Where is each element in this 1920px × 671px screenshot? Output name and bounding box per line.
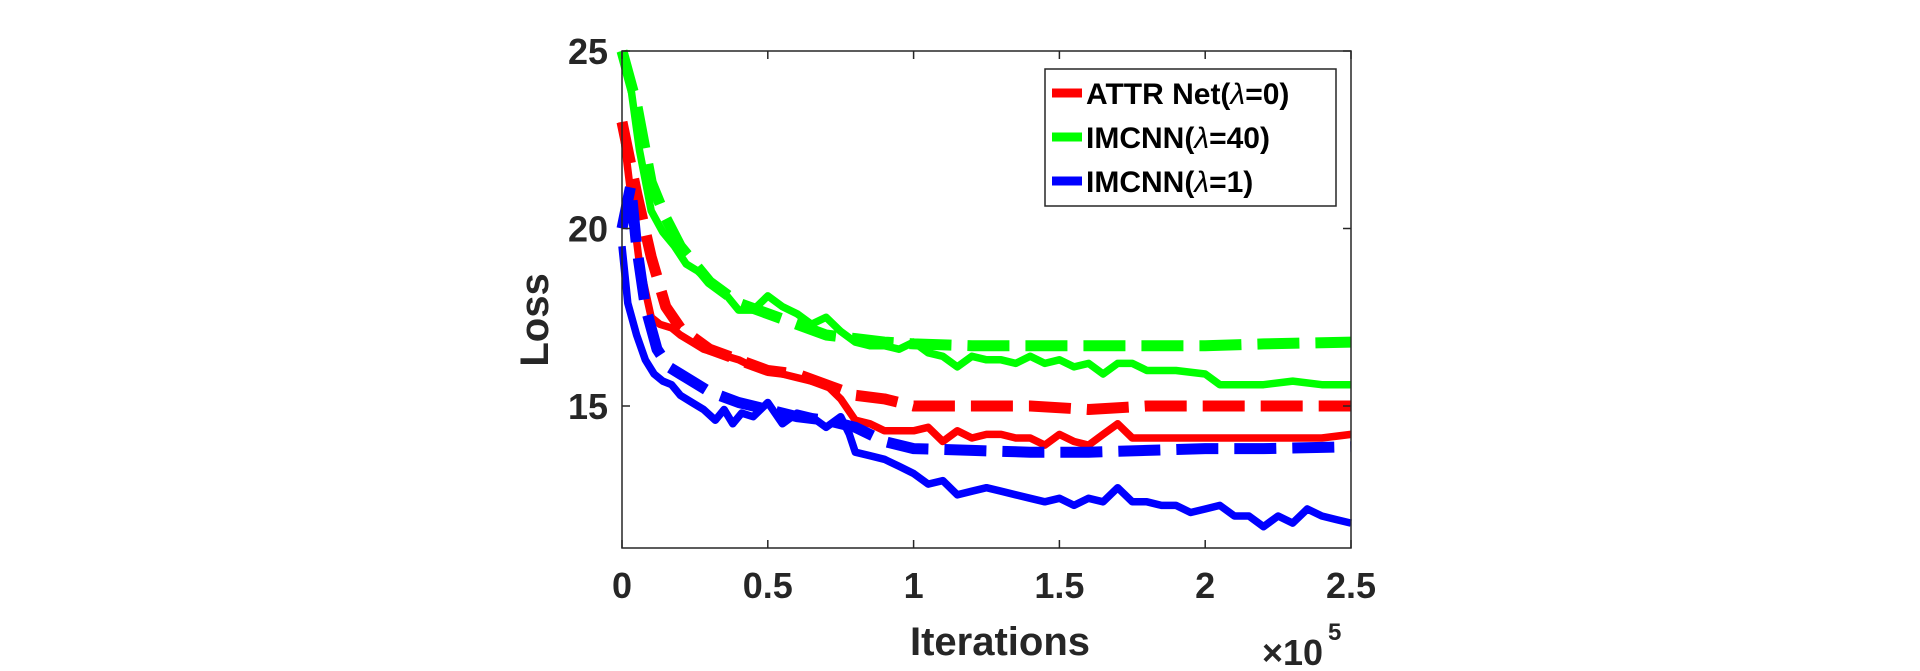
series-line-5-solid: [618, 245, 1352, 531]
ticks-layer: 0 0.5 1 1.5 2 2.5 15 20 25: [568, 31, 1376, 606]
x-tick-label: 2: [1195, 565, 1215, 606]
legend-entry-3: IMCNN(λ=1): [1052, 166, 1253, 199]
legend-entry-1: ATTR Net(λ=0): [1052, 78, 1289, 111]
legend-box: [1044, 68, 1337, 207]
legend-entry-2: IMCNN(λ=40): [1052, 122, 1270, 155]
x-exponent-base: ×10: [1262, 632, 1323, 671]
series-line-4-dashed: [616, 49, 1352, 352]
x-tick-label: 0: [612, 565, 632, 606]
x-tick-label: 1: [904, 565, 924, 606]
x-tick-label: 1.5: [1034, 565, 1084, 606]
x-axis-title: Iterations: [910, 620, 1090, 664]
legend-label: IMCNN(λ=1): [1086, 166, 1253, 199]
legend: ATTR Net(λ=0) IMCNN(λ=40) IMCNN(λ=1): [1044, 68, 1337, 207]
y-tick-label: 15: [568, 386, 608, 427]
y-tick-label: 25: [568, 31, 608, 72]
legend-label: IMCNN(λ=40): [1086, 122, 1270, 155]
x-tick-label: 0.5: [743, 565, 793, 606]
legend-label: ATTR Net(λ=0): [1086, 78, 1289, 111]
series-line-6-dashed: [616, 180, 1352, 458]
series-line-2-dashed: [616, 120, 1351, 415]
series-layer: [616, 49, 1352, 531]
y-tick-label: 20: [568, 209, 608, 250]
x-exponent-label: ×10 5: [1262, 619, 1341, 671]
x-exponent-power: 5: [1328, 619, 1341, 646]
y-axis-title: Loss: [513, 273, 557, 366]
axes-box: [621, 50, 1352, 549]
x-tick-label: 2.5: [1326, 565, 1376, 606]
